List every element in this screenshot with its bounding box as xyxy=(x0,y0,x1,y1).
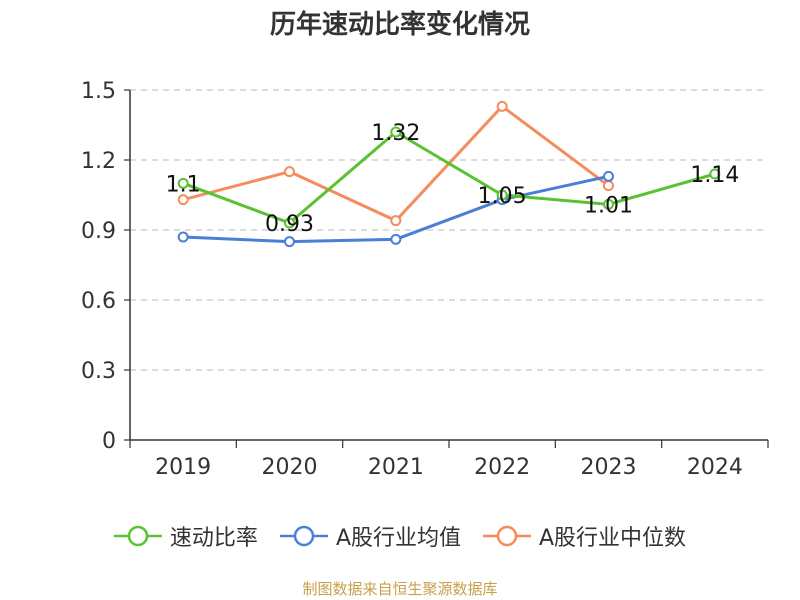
legend-item-quick-ratio[interactable]: 速动比率 xyxy=(113,520,258,552)
data-point-series-0 xyxy=(709,168,721,180)
data-point-series-0 xyxy=(284,217,295,229)
chart-title: 历年速动比率变化情况 xyxy=(269,10,530,40)
legend-label-industry-median: A股行业中位数 xyxy=(539,526,687,551)
y-tick-label: 0.3 xyxy=(81,359,116,384)
legend-symbol-quick-ratio xyxy=(113,525,162,547)
data-source-note: 制图数据来自恒生聚源数据库 xyxy=(302,580,498,598)
legend-label-quick-ratio: 速动比率 xyxy=(169,526,258,551)
legend-symbol-industry-median xyxy=(483,525,531,547)
series-line-0 xyxy=(182,130,716,225)
legend-label-industry-mean: A股行业均值 xyxy=(335,526,461,551)
data-label: 1.14 xyxy=(690,163,739,188)
y-tick-label: 0.9 xyxy=(81,219,116,244)
y-tick-label: 0 xyxy=(102,429,116,454)
legend-item-industry-median[interactable]: A股行业中位数 xyxy=(483,520,686,552)
data-point-series-1 xyxy=(390,233,402,245)
y-tick-label: 0.6 xyxy=(81,289,116,314)
legend-item-industry-mean[interactable]: A股行业均值 xyxy=(279,520,461,552)
data-label: 1.05 xyxy=(478,184,527,209)
data-point-series-2 xyxy=(496,100,508,112)
data-point-series-2 xyxy=(390,215,402,227)
legend-symbol-industry-mean xyxy=(279,525,328,547)
data-point-series-2 xyxy=(603,180,614,192)
y-tick-label: 1.2 xyxy=(81,149,116,174)
x-tick-label-2024: 2024 xyxy=(687,455,743,480)
data-point-series-0 xyxy=(390,126,402,138)
data-point-series-1 xyxy=(603,170,614,182)
data-point-series-0 xyxy=(177,177,189,189)
data-label: 1.1 xyxy=(166,172,201,197)
x-tick-label-2021: 2021 xyxy=(368,455,424,480)
data-label: 0.93 xyxy=(265,212,314,237)
data-point-series-1 xyxy=(177,231,189,243)
x-tick-label-2019: 2019 xyxy=(155,455,211,480)
x-tick-label-2020: 2020 xyxy=(262,455,318,480)
chart-legend: 速动比率 A股行业均值 A股行业中位数 xyxy=(0,520,800,552)
x-tick-label-2023: 2023 xyxy=(581,455,637,480)
data-point-series-0 xyxy=(603,198,614,210)
x-tick-label-2022: 2022 xyxy=(474,455,530,480)
data-point-series-2 xyxy=(284,166,295,178)
data-label: 1.32 xyxy=(371,121,420,146)
series-line-1 xyxy=(183,174,609,244)
data-point-series-2 xyxy=(177,194,189,206)
data-point-series-1 xyxy=(284,236,295,248)
y-tick-label: 1.5 xyxy=(81,79,116,104)
data-label: 1.01 xyxy=(584,193,633,218)
data-point-series-0 xyxy=(496,189,508,201)
